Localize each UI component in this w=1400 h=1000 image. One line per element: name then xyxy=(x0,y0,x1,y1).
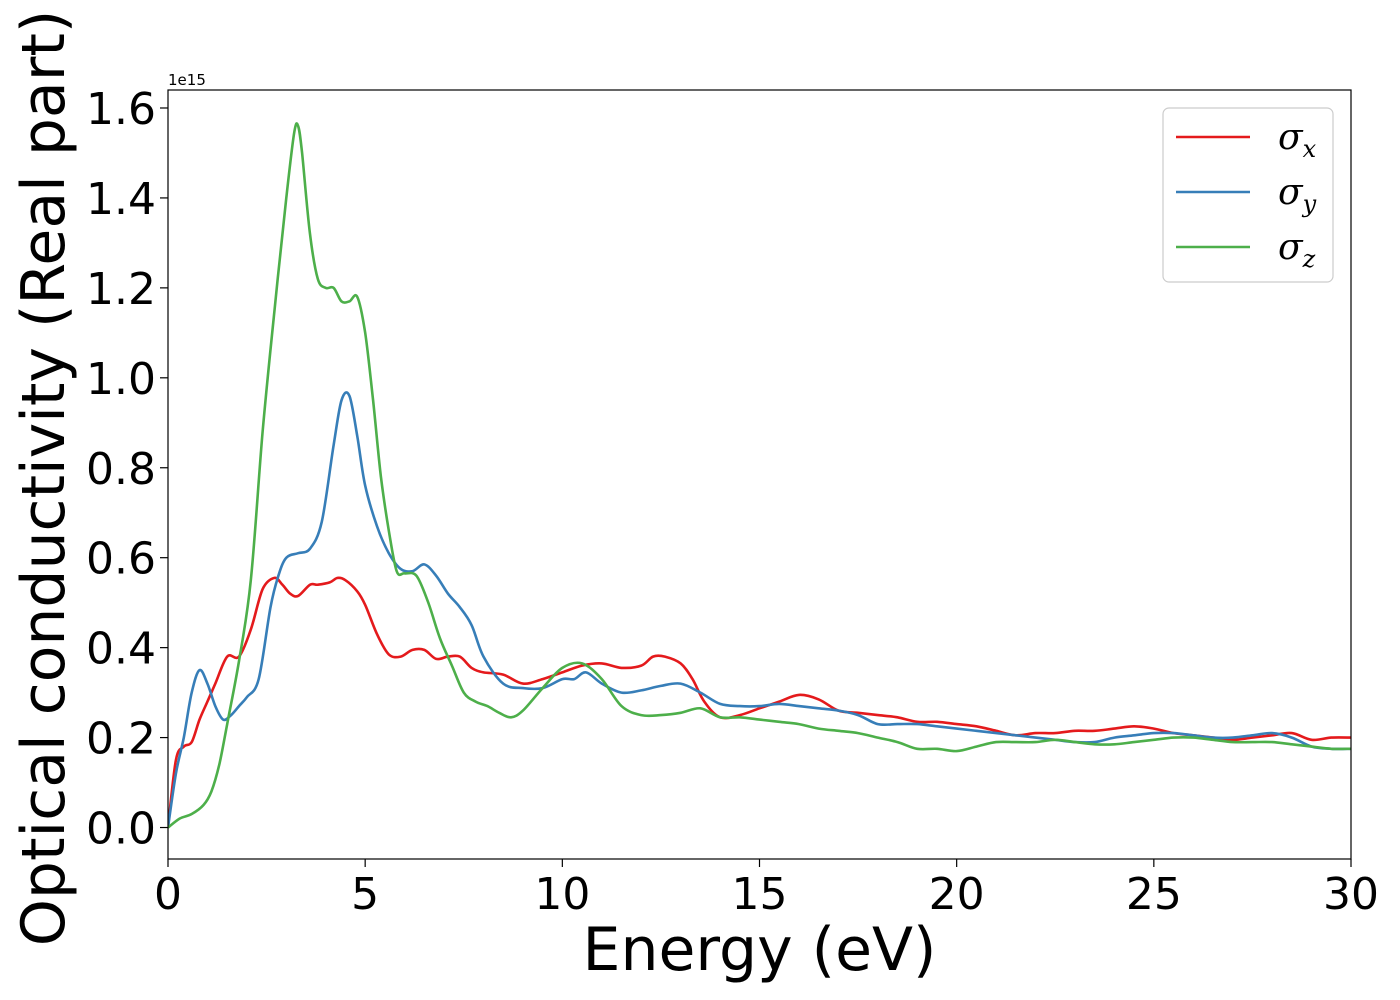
y-tick-label: 0.2 xyxy=(86,714,156,765)
x-axis-label: Energy (eV) xyxy=(583,915,937,985)
y-tick-label: 1.4 xyxy=(86,174,156,225)
y-offset-text: 1e15 xyxy=(168,71,206,89)
legend-box xyxy=(1162,107,1334,283)
y-tick-label: 0.4 xyxy=(86,624,156,675)
y-tick-label: 0.0 xyxy=(86,804,156,855)
x-tick-label: 10 xyxy=(534,869,590,920)
x-tick-label: 30 xyxy=(1323,869,1379,920)
y-tick-label: 1.0 xyxy=(86,354,156,405)
x-tick-label: 15 xyxy=(732,869,788,920)
x-tick-label: 20 xyxy=(929,869,985,920)
x-tick-label: 0 xyxy=(154,869,182,920)
x-axis-ticks: 0 5 10 15 20 25 30 xyxy=(154,859,1379,920)
y-tick-label: 0.6 xyxy=(86,534,156,585)
x-tick-label: 25 xyxy=(1126,869,1182,920)
series-line-y xyxy=(168,391,1351,828)
y-tick-label: 1.6 xyxy=(86,84,156,135)
y-tick-label: 0.8 xyxy=(86,444,156,495)
series-layer xyxy=(168,122,1351,829)
y-axis-label: Optical conductivity (Real part) xyxy=(9,10,79,947)
series-line-x xyxy=(168,576,1351,828)
y-axis-ticks: 0.0 0.2 0.4 0.6 0.8 1.0 1.2 1.4 1.6 xyxy=(86,84,168,855)
y-tick-label: 1.2 xyxy=(86,264,156,315)
x-tick-label: 5 xyxy=(351,869,379,920)
series-line-z xyxy=(168,122,1351,829)
